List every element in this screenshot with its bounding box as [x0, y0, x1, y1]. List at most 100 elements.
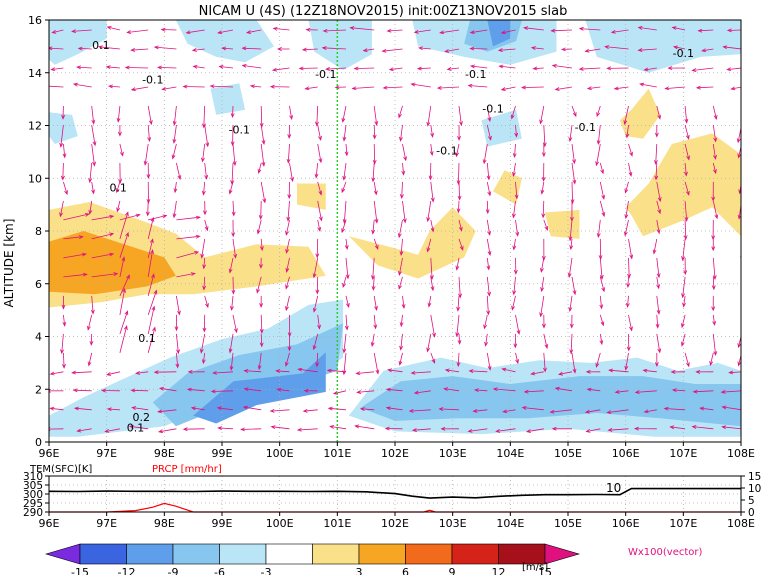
wind-vector [373, 200, 379, 224]
wind-vector [373, 181, 378, 196]
wind-vector [430, 352, 436, 364]
wind-vector [514, 124, 519, 138]
vector-reference-label: Wx100(vector) [628, 547, 703, 558]
wind-vector [712, 314, 717, 326]
wind-vector [60, 333, 64, 355]
wind-vector [107, 84, 120, 89]
wind-vector [498, 64, 516, 69]
wind-vector [73, 406, 92, 411]
wind-vector [351, 86, 375, 91]
wind-vector [315, 105, 319, 127]
wind-vector [315, 238, 320, 259]
wind-vector [59, 124, 64, 148]
wind-vector [401, 162, 406, 176]
wind-vector [669, 425, 686, 430]
y-tick-label: 4 [35, 331, 42, 344]
wind-vector [59, 200, 64, 218]
wind-vector [385, 387, 403, 392]
wind-vector [444, 48, 460, 53]
wind-vector [656, 333, 662, 354]
wind-vector [495, 428, 516, 433]
wind-vector [287, 314, 292, 338]
wind-vector [91, 143, 96, 167]
wind-vector [607, 428, 629, 432]
wind-vector [736, 125, 741, 144]
wind-vector [701, 48, 714, 53]
contour-label: -0.1 [229, 123, 250, 136]
wind-vector [656, 200, 661, 215]
wind-vector [436, 86, 460, 90]
wind-vector [721, 405, 741, 411]
shaded-region-neg-21 [210, 83, 246, 115]
surface-x-tick-label: 97E [96, 517, 117, 530]
wind-vector [101, 388, 120, 393]
x-tick-label: 102E [381, 447, 409, 460]
wind-vector [353, 66, 375, 71]
wind-vector [599, 276, 606, 293]
wind-vector [202, 105, 206, 129]
wind-vector [483, 314, 488, 330]
wind-vector [625, 295, 630, 308]
wind-vector [276, 387, 290, 392]
wind-vector [87, 314, 93, 331]
wind-vector [50, 67, 64, 72]
wind-vector [249, 84, 262, 89]
wind-vector [742, 220, 745, 242]
wind-vector [606, 66, 629, 71]
x-tick-label: 108E [727, 447, 755, 460]
x-tick-label: 101E [323, 447, 351, 460]
y-tick-label: 14 [28, 67, 42, 80]
wind-vector [430, 276, 435, 292]
wind-vector [63, 252, 87, 259]
wind-vector [51, 29, 64, 34]
wind-vector [71, 370, 92, 375]
colorbar-segment [358, 543, 406, 565]
contour-label: 0.1 [138, 332, 156, 345]
wind-vector [486, 219, 491, 236]
wind-vector [413, 29, 431, 34]
wind-vector [217, 29, 234, 35]
wind-vector [398, 276, 403, 290]
wind-vector [117, 125, 122, 137]
wind-vector [72, 388, 92, 393]
main-panel: 0.1 -0.1 0.1 -0.1 -0.1 -0.1 -0.1 -0.1 -0.1 -0.1 0.… [2, 14, 755, 460]
shaded-region-neg-14 [175, 20, 274, 63]
wind-vector [571, 143, 576, 165]
wind-vector [654, 125, 659, 138]
wind-vector [373, 105, 379, 127]
wind-vector [684, 352, 690, 368]
wind-vector [455, 314, 460, 338]
wind-vector [201, 143, 206, 163]
wind-vector [325, 67, 347, 71]
colorbar-tick-label: -15 [71, 566, 89, 575]
wind-vector [712, 105, 718, 120]
wind-vector [670, 370, 686, 374]
wind-vector [584, 48, 601, 53]
wind-vector [315, 276, 320, 295]
wind-vector [456, 200, 461, 214]
contour-label: -0.1 [142, 73, 163, 86]
wind-vector [539, 295, 545, 318]
x-tick-label: 107E [669, 447, 697, 460]
wind-vector [186, 387, 205, 392]
wind-vector [673, 45, 686, 50]
wind-vector [342, 124, 347, 142]
main-axis-ticks: 96E 97E 98E 99E 100E 101E 102E 103E 104E 105E 106E… [28, 14, 755, 460]
wind-vector [229, 352, 234, 371]
wind-vector [455, 143, 460, 158]
wind-vector [469, 46, 488, 51]
surface-left-tick-label: 310 [23, 471, 43, 483]
wind-vector [126, 29, 149, 34]
contour-label: -0.1 [315, 68, 336, 81]
wind-vector [89, 333, 94, 346]
wind-vector [627, 257, 631, 279]
wind-vector [467, 83, 488, 88]
wind-vector [742, 315, 747, 333]
wind-vector [176, 162, 182, 181]
colorbar-tick-label: 9 [449, 566, 456, 575]
wind-vector [654, 352, 659, 368]
surface-right-tick-label: 0 [748, 507, 755, 519]
wind-vector [656, 105, 661, 120]
x-tick-label: 104E [496, 447, 524, 460]
